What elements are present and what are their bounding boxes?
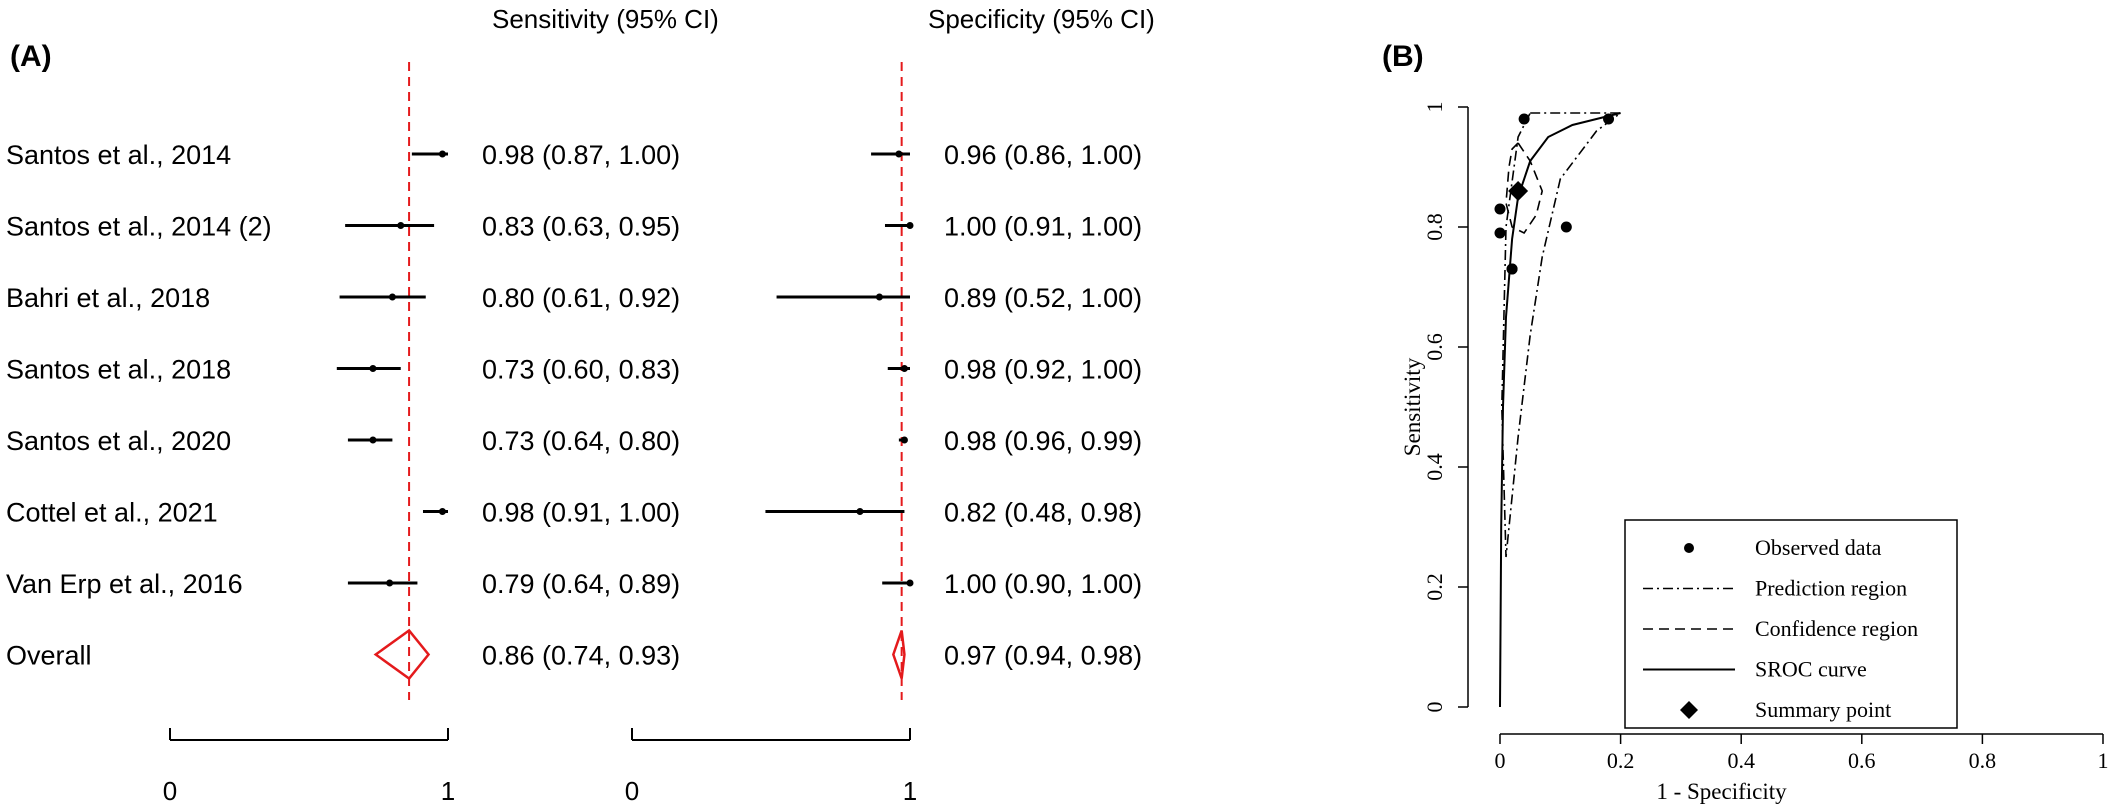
prediction-region <box>1500 112 1624 558</box>
specificity-point <box>875 293 883 301</box>
x-tick-label: 1 <box>2098 748 2109 773</box>
sensitivity-point <box>438 150 446 158</box>
specificity-estimate-text: 0.89 (0.52, 1.00) <box>944 283 1142 313</box>
x-axis-label: 1 - Specificity <box>1656 779 1787 804</box>
observed-data-point <box>1560 221 1572 233</box>
observed-data-point <box>1603 113 1615 125</box>
sensitivity-estimate-text: 0.80 (0.61, 0.92) <box>482 283 680 313</box>
observed-data-point <box>1494 203 1506 215</box>
overall-label: Overall <box>6 641 92 671</box>
study-label: Santos et al., 2014 <box>6 140 231 170</box>
y-tick-label: 0.4 <box>1422 453 1447 481</box>
sensitivity-point <box>397 222 405 229</box>
y-tick-label: 0.8 <box>1422 213 1447 241</box>
specificity-estimate-text: 0.82 (0.48, 0.98) <box>944 498 1142 528</box>
specificity-point <box>895 150 903 158</box>
sroc-plot: 0 0.2 0.4 0.6 0.8 1 0 0.2 0.4 0.6 0.8 1 1 - Specific… <box>1400 102 2109 805</box>
y-tick-label: 0.2 <box>1422 573 1447 601</box>
legend-box <box>1624 519 1958 729</box>
sensitivity-point <box>388 293 396 301</box>
specificity-estimate-text: 0.98 (0.92, 1.00) <box>944 355 1142 385</box>
specificity-estimate-text: 0.97 (0.94, 0.98) <box>944 641 1142 671</box>
sensitivity-summary-diamond <box>373 628 431 681</box>
sensitivity-point <box>438 508 446 515</box>
study-label: Santos et al., 2018 <box>6 355 231 385</box>
legend-symbol-observed <box>1684 543 1694 553</box>
confidence-region <box>1505 142 1544 235</box>
sens-tick-1: 1 <box>441 776 455 806</box>
legend-item: Observed data <box>1755 535 1882 560</box>
sensitivity-estimate-text: 0.98 (0.91, 1.00) <box>482 498 680 528</box>
specificity-header: Specificity (95% CI) <box>928 4 1155 34</box>
spec-tick-1: 1 <box>903 776 917 806</box>
legend-symbol-summary <box>1680 701 1698 719</box>
spec-tick-0: 0 <box>625 776 639 806</box>
sensitivity-estimate-text: 0.86 (0.74, 0.93) <box>482 641 680 671</box>
sensitivity-point <box>386 579 394 587</box>
specificity-estimate-text: 1.00 (0.90, 1.00) <box>944 569 1142 599</box>
specificity-point <box>856 508 864 515</box>
legend-item: Prediction region <box>1755 576 1907 601</box>
y-tick-label: 0.6 <box>1422 333 1447 361</box>
panel-a-label: (A) <box>10 40 52 73</box>
summary-point <box>1508 181 1529 201</box>
specificity-axis: 0 1 <box>625 728 917 806</box>
sens-tick-0: 0 <box>163 776 177 806</box>
sensitivity-point <box>369 365 377 372</box>
x-tick-label: 0.6 <box>1848 748 1876 773</box>
observed-data-point <box>1494 227 1506 239</box>
sensitivity-estimate-text: 0.98 (0.87, 1.00) <box>482 140 680 170</box>
x-tick-label: 0.2 <box>1607 748 1635 773</box>
specificity-estimate-text: 0.96 (0.86, 1.00) <box>944 140 1142 170</box>
study-label: Van Erp et al., 2016 <box>6 569 243 599</box>
specificity-point <box>900 365 908 372</box>
specificity-summary-diamond <box>891 630 906 679</box>
x-tick-label: 0.8 <box>1969 748 1997 773</box>
panel-b-label: (B) <box>1382 40 1424 73</box>
y-tick-label: 0 <box>1422 702 1447 713</box>
specificity-estimate-text: 1.00 (0.91, 1.00) <box>944 212 1142 242</box>
y-tick-label: 1 <box>1422 102 1447 113</box>
legend-item: Summary point <box>1755 697 1891 722</box>
observed-data-point <box>1506 263 1518 275</box>
sensitivity-header: Sensitivity (95% CI) <box>492 4 719 34</box>
observed-data-point <box>1518 113 1530 125</box>
sensitivity-estimate-text: 0.73 (0.64, 0.80) <box>482 426 680 456</box>
specificity-point <box>900 436 908 444</box>
study-label: Santos et al., 2020 <box>6 426 231 456</box>
forest-plot: Santos et al., 2014 0.98 (0.87, 1.00) 0.96… <box>6 62 1142 700</box>
sroc-curve <box>1499 112 1621 708</box>
sensitivity-point <box>369 436 377 444</box>
sensitivity-axis: 0 1 <box>163 728 455 806</box>
legend-item: SROC curve <box>1755 657 1867 682</box>
sensitivity-estimate-text: 0.73 (0.60, 0.83) <box>482 355 680 385</box>
specificity-point <box>906 579 914 587</box>
specificity-estimate-text: 0.98 (0.96, 0.99) <box>944 426 1142 456</box>
sensitivity-estimate-text: 0.83 (0.63, 0.95) <box>482 212 680 242</box>
x-tick-label: 0 <box>1495 748 1506 773</box>
study-label: Bahri et al., 2018 <box>6 283 210 313</box>
study-label: Cottel et al., 2021 <box>6 498 218 528</box>
sensitivity-estimate-text: 0.79 (0.64, 0.89) <box>482 569 680 599</box>
study-label: Santos et al., 2014 (2) <box>6 212 272 242</box>
y-axis-label: Sensitivity <box>1400 357 1425 456</box>
x-tick-label: 0.4 <box>1727 748 1755 773</box>
legend-item: Confidence region <box>1755 616 1918 641</box>
specificity-point <box>906 222 914 229</box>
